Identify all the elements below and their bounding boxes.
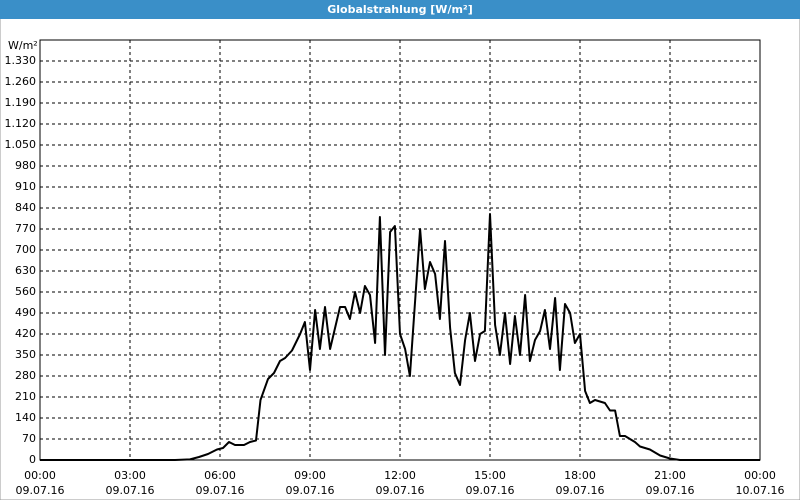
y-tick-label: 630 (15, 264, 36, 277)
x-tick-date: 10.07.16 (736, 484, 785, 497)
y-tick-label: 1.190 (5, 96, 37, 109)
x-tick-date: 09.07.16 (376, 484, 425, 497)
data-line (40, 213, 760, 461)
x-tick-label: 09:00 (294, 469, 326, 482)
x-tick-label: 00:00 (744, 469, 776, 482)
y-tick-label: 700 (15, 243, 36, 256)
x-tick-label: 15:00 (474, 469, 506, 482)
x-tick-date: 09.07.16 (286, 484, 335, 497)
y-tick-label: 980 (15, 159, 36, 172)
y-tick-label: 770 (15, 222, 36, 235)
x-tick-label: 06:00 (204, 469, 236, 482)
x-tick-label: 00:00 (24, 469, 56, 482)
y-tick-label: 1.050 (5, 138, 37, 151)
y-tick-label: 70 (22, 432, 36, 445)
y-tick-label: 350 (15, 348, 36, 361)
x-tick-date: 09.07.16 (556, 484, 605, 497)
y-axis-label: W/m² (8, 39, 38, 52)
y-tick-label: 910 (15, 180, 36, 193)
y-tick-label: 210 (15, 390, 36, 403)
y-tick-label: 1.260 (5, 75, 37, 88)
y-tick-label: 840 (15, 201, 36, 214)
x-tick-date: 09.07.16 (106, 484, 155, 497)
y-tick-label: 140 (15, 411, 36, 424)
x-tick-label: 03:00 (114, 469, 146, 482)
y-tick-label: 1.330 (5, 54, 37, 67)
x-tick-date: 09.07.16 (646, 484, 695, 497)
x-tick-date: 09.07.16 (466, 484, 515, 497)
x-tick-label: 21:00 (654, 469, 686, 482)
y-tick-label: 1.120 (5, 117, 37, 130)
y-tick-label: 0 (29, 453, 36, 466)
x-tick-date: 09.07.16 (196, 484, 245, 497)
chart-title: Globalstrahlung [W/m²] (327, 3, 473, 16)
x-tick-date: 09.07.16 (16, 484, 65, 497)
x-tick-label: 18:00 (564, 469, 596, 482)
y-tick-label: 560 (15, 285, 36, 298)
y-tick-label: 490 (15, 306, 36, 319)
y-tick-label: 280 (15, 369, 36, 382)
y-tick-label: 420 (15, 327, 36, 340)
title-bar (0, 0, 800, 19)
x-tick-label: 12:00 (384, 469, 416, 482)
